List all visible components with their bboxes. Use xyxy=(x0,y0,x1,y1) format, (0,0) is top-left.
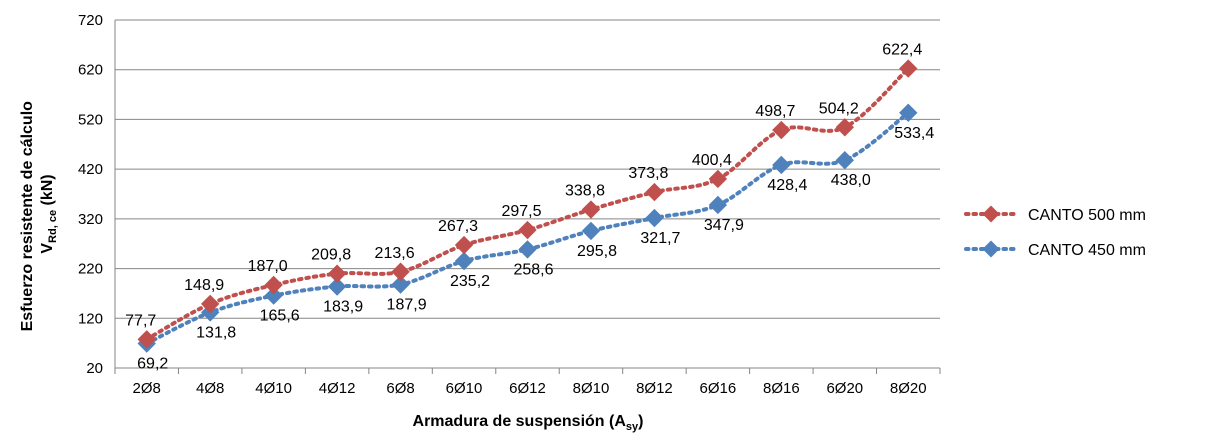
data-label: 347,9 xyxy=(704,217,744,234)
data-point xyxy=(772,120,791,140)
y-tick-label: 420 xyxy=(78,161,103,178)
y-tick-label: 520 xyxy=(78,111,103,128)
data-label: 297,5 xyxy=(501,203,541,220)
data-label: 533,4 xyxy=(894,125,934,142)
x-tick-label: 4Ø10 xyxy=(255,380,292,397)
y-tick-label: 220 xyxy=(78,261,103,278)
data-label: 131,8 xyxy=(196,324,236,341)
y-tick-label: 120 xyxy=(78,310,103,327)
data-label: 187,9 xyxy=(387,297,427,314)
legend-swatch-marker xyxy=(982,240,1000,258)
data-label: 504,2 xyxy=(819,100,859,117)
data-point xyxy=(835,118,855,137)
data-label: 148,9 xyxy=(184,277,224,294)
data-point xyxy=(454,251,474,271)
data-point xyxy=(581,221,601,241)
data-label: 338,8 xyxy=(565,183,605,200)
gridlines xyxy=(114,19,941,374)
x-axis-title: Armadura de suspensión (Asy) xyxy=(413,413,644,433)
y-axis-ticks: 20 120 220 320 420 520 620 720 xyxy=(78,12,103,377)
data-label: 373,8 xyxy=(628,165,668,182)
x-tick-label: 6Ø8 xyxy=(386,380,414,397)
data-point xyxy=(391,275,410,294)
x-tick-label: 2Ø8 xyxy=(133,380,161,397)
data-point xyxy=(327,277,347,296)
x-tick-label: 6Ø16 xyxy=(700,380,737,397)
y-tick-label: 20 xyxy=(86,360,103,377)
data-label: 622,4 xyxy=(882,42,922,59)
data-label: 267,3 xyxy=(438,218,478,235)
data-label: 400,4 xyxy=(692,152,732,169)
data-label: 438,0 xyxy=(831,172,871,189)
y-axis-title-line1: Esfuerzo resistente de cálculo xyxy=(19,101,36,332)
x-tick-label: 8Ø10 xyxy=(573,380,610,397)
legend: CANTO 500 mm CANTO 450 mm xyxy=(964,205,1146,259)
data-point xyxy=(264,286,283,305)
data-point xyxy=(391,262,410,281)
data-point xyxy=(708,195,728,215)
data-label: 258,6 xyxy=(513,261,553,278)
data-point xyxy=(708,169,728,189)
data-point xyxy=(200,294,220,314)
x-tick-label: 4Ø8 xyxy=(196,380,224,397)
data-point xyxy=(518,240,537,259)
x-tick-label: 6Ø10 xyxy=(446,380,483,397)
y-axis-title: Esfuerzo resistente de cálculo VRd, ce (… xyxy=(19,97,59,332)
data-point xyxy=(645,182,664,202)
series-group xyxy=(137,59,918,353)
y-axis-title-line2: VRd, ce (kN) xyxy=(39,174,59,253)
data-point xyxy=(454,235,474,255)
x-tick-label: 6Ø12 xyxy=(509,380,546,397)
data-label: 213,6 xyxy=(375,245,415,262)
data-label: 321,7 xyxy=(640,230,680,247)
data-point xyxy=(835,151,855,170)
legend-item-canto-450: CANTO 450 mm xyxy=(964,240,1146,259)
data-point xyxy=(137,330,156,349)
legend-label: CANTO 500 mm xyxy=(1028,207,1146,224)
x-tick-label: 8Ø16 xyxy=(763,380,800,397)
data-point xyxy=(772,155,791,175)
data-label: 428,4 xyxy=(767,177,807,194)
data-point xyxy=(264,275,283,295)
x-tick-label: 8Ø20 xyxy=(890,380,927,397)
x-tick-label: 4Ø12 xyxy=(319,380,356,397)
x-tick-label: 8Ø12 xyxy=(636,380,673,397)
data-label: 235,2 xyxy=(450,273,490,290)
data-label: 498,7 xyxy=(755,103,795,120)
data-point xyxy=(645,208,664,228)
y-tick-label: 320 xyxy=(78,211,103,228)
data-label: 209,8 xyxy=(311,247,351,264)
legend-label: CANTO 450 mm xyxy=(1028,242,1146,259)
data-point xyxy=(327,264,347,283)
data-label: 165,6 xyxy=(260,308,300,325)
y-tick-label: 720 xyxy=(78,12,103,29)
data-label: 183,9 xyxy=(323,299,363,316)
x-axis-ticks: 2Ø8 4Ø8 4Ø10 4Ø12 6Ø8 6Ø10 6Ø12 8Ø10 8Ø12 6Ø16 8Ø1… xyxy=(133,380,927,397)
data-labels: 69,2 131,8 165,6 183,9 187,9 235,2 258,6 295,8 3… xyxy=(125,42,934,373)
x-tick-label: 6Ø20 xyxy=(826,380,863,397)
data-label: 77,7 xyxy=(125,312,156,329)
legend-swatch-marker xyxy=(982,205,1000,223)
data-label: 69,2 xyxy=(137,356,168,373)
data-point xyxy=(899,59,918,78)
y-tick-label: 620 xyxy=(78,62,103,79)
data-label: 187,0 xyxy=(248,258,288,275)
legend-item-canto-500: CANTO 500 mm xyxy=(964,205,1146,224)
data-point xyxy=(518,220,537,240)
data-label: 295,8 xyxy=(577,243,617,260)
data-point xyxy=(581,200,601,219)
